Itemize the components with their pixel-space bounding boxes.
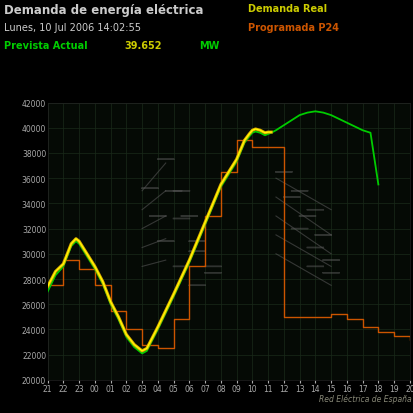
Text: MW: MW xyxy=(198,41,218,51)
Text: Red Eléctrica de España: Red Eléctrica de España xyxy=(318,393,411,403)
Text: Prevista Actual: Prevista Actual xyxy=(4,41,88,51)
Text: Demanda de energía eléctrica: Demanda de energía eléctrica xyxy=(4,4,203,17)
Text: Programada P24: Programada P24 xyxy=(248,23,339,33)
Text: 39.652: 39.652 xyxy=(124,41,161,51)
Text: Lunes, 10 Jul 2006 14:02:55: Lunes, 10 Jul 2006 14:02:55 xyxy=(4,23,141,33)
Text: Demanda Real: Demanda Real xyxy=(248,4,327,14)
